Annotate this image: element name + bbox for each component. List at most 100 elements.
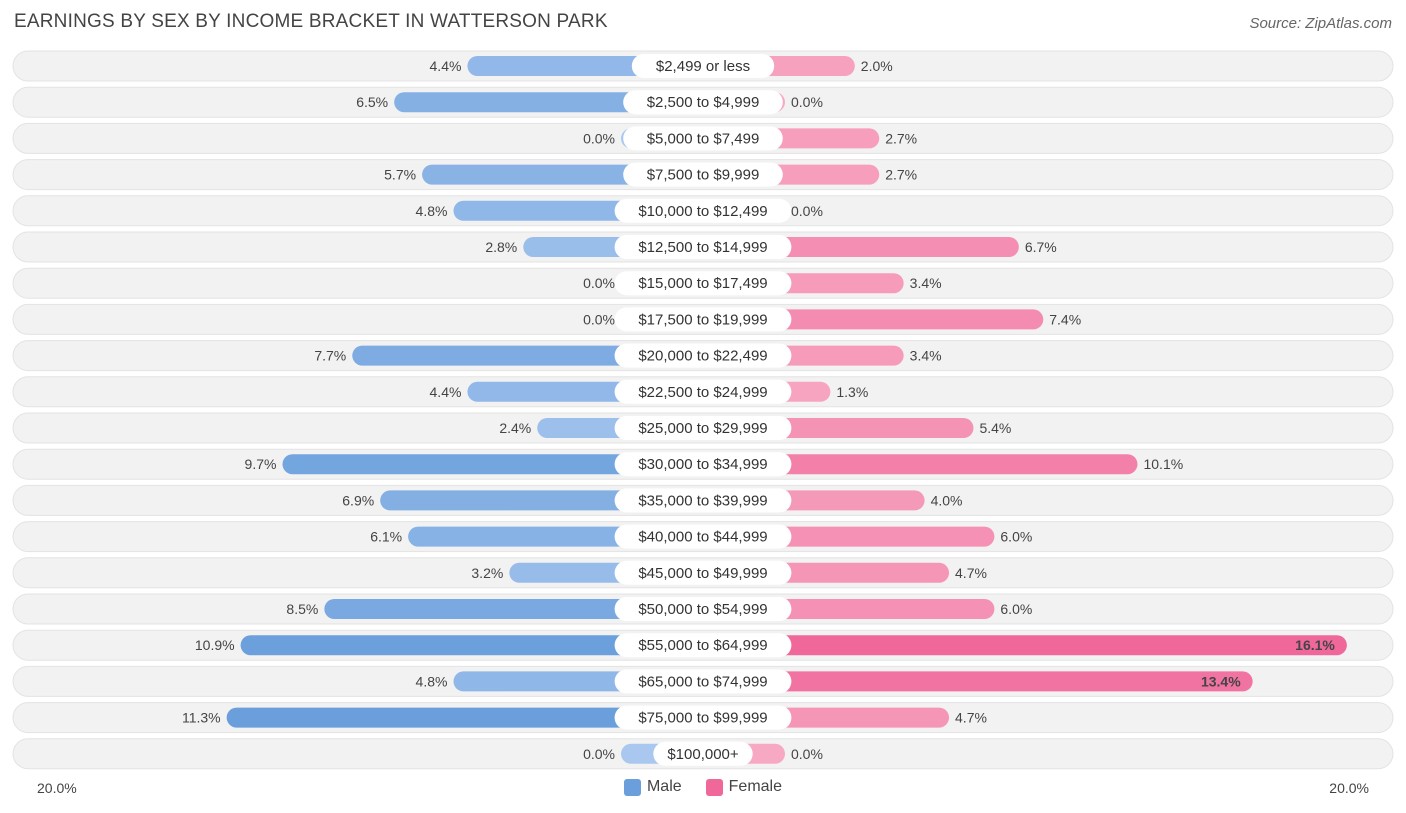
value-label-male: 0.0% [583, 275, 615, 291]
category-label: $35,000 to $39,999 [638, 492, 767, 509]
value-label-male: 3.2% [471, 565, 503, 581]
legend-label-female: Female [728, 778, 783, 795]
category-pill [614, 416, 792, 440]
category-label: $40,000 to $44,999 [638, 529, 767, 546]
bar-female[interactable] [703, 454, 1138, 475]
legend-swatch-female [705, 778, 723, 796]
bar-female[interactable] [703, 635, 1347, 656]
value-label-female: 1.3% [836, 384, 868, 400]
legend: Male Female [0, 778, 1406, 796]
category-label: $55,000 to $64,999 [638, 637, 767, 654]
legend-item-male[interactable]: Male [623, 778, 682, 796]
category-label: $2,499 or less [656, 58, 750, 75]
legend-label-male: Male [646, 778, 682, 795]
value-label-male: 6.5% [356, 94, 388, 110]
category-pill [631, 54, 775, 78]
category-label: $15,000 to $17,499 [638, 275, 767, 292]
value-label-female: 6.0% [1000, 529, 1032, 545]
value-label-female: 6.0% [1000, 601, 1032, 617]
axis-min-label: 20.0% [37, 780, 77, 796]
value-label-male: 0.0% [583, 746, 615, 762]
value-label-female: 0.0% [791, 203, 823, 219]
category-pill [614, 488, 792, 513]
category-pill [614, 198, 792, 223]
category-pill [614, 669, 792, 694]
value-label-male: 11.3% [182, 710, 221, 726]
value-label-female: 6.7% [1025, 239, 1057, 255]
value-label-female: 16.1% [1295, 637, 1335, 653]
value-label-male: 4.8% [416, 203, 448, 219]
category-pill [614, 307, 792, 332]
value-label-female: 2.7% [885, 130, 917, 146]
bar-male[interactable] [226, 707, 703, 728]
category-pill [614, 235, 792, 259]
category-pill [623, 126, 783, 151]
category-pill [614, 452, 792, 477]
category-label: $45,000 to $49,999 [638, 565, 767, 582]
value-label-female: 7.4% [1049, 311, 1081, 327]
bar-male[interactable] [282, 454, 703, 475]
category-pill [614, 524, 792, 549]
legend-swatch-male [623, 778, 641, 796]
value-label-female: 5.4% [979, 420, 1011, 436]
source-credit: Source: ZipAtlas.com [1249, 15, 1392, 32]
value-label-female: 2.7% [885, 167, 917, 183]
category-pill [614, 597, 792, 621]
value-label-female: 0.0% [791, 94, 823, 110]
category-label: $50,000 to $54,999 [638, 601, 767, 618]
category-label: $17,500 to $19,999 [638, 311, 767, 328]
value-label-male: 8.5% [286, 601, 318, 617]
value-label-male: 7.7% [314, 348, 346, 364]
category-label: $25,000 to $29,999 [638, 420, 767, 437]
value-label-male: 6.9% [342, 492, 374, 508]
axis-max-label: 20.0% [1329, 780, 1369, 796]
bar-male[interactable] [240, 635, 703, 656]
value-label-female: 3.4% [910, 275, 942, 291]
value-label-male: 9.7% [245, 456, 277, 472]
value-label-male: 4.8% [416, 673, 448, 689]
value-label-male: 2.4% [499, 420, 531, 436]
value-label-male: 4.4% [430, 384, 462, 400]
category-label: $30,000 to $34,999 [638, 456, 767, 473]
bar-male[interactable] [352, 345, 703, 366]
value-label-male: 4.4% [430, 58, 462, 74]
legend-item-female[interactable]: Female [705, 778, 783, 796]
category-pill [614, 343, 792, 368]
category-pill [623, 90, 783, 115]
category-pill [614, 271, 792, 296]
value-label-female: 3.4% [910, 348, 942, 364]
category-pill [614, 705, 792, 730]
category-label: $2,500 to $4,999 [647, 94, 760, 111]
category-label: $65,000 to $74,999 [638, 673, 767, 690]
value-label-female: 13.4% [1201, 673, 1241, 689]
value-label-male: 6.1% [370, 529, 402, 545]
category-label: $22,500 to $24,999 [638, 384, 767, 401]
value-label-female: 10.1% [1143, 456, 1183, 472]
bar-female[interactable] [703, 671, 1253, 692]
bar-male[interactable] [324, 599, 703, 619]
category-pill [614, 633, 792, 658]
category-label: $7,500 to $9,999 [647, 167, 760, 184]
category-pill [614, 379, 792, 404]
value-label-female: 4.7% [955, 710, 987, 726]
category-label: $75,000 to $99,999 [638, 710, 767, 727]
category-pill [623, 162, 783, 187]
value-label-male: 2.8% [485, 239, 517, 255]
category-label: $100,000+ [667, 746, 739, 763]
value-label-female: 0.0% [791, 746, 823, 762]
value-label-female: 4.0% [931, 492, 963, 508]
value-label-female: 4.7% [955, 565, 987, 581]
category-pill [653, 741, 753, 766]
value-label-male: 0.0% [583, 311, 615, 327]
value-label-male: 0.0% [583, 130, 615, 146]
chart-title: EARNINGS BY SEX BY INCOME BRACKET IN WAT… [14, 11, 608, 32]
category-label: $5,000 to $7,499 [647, 130, 760, 147]
category-pill [614, 560, 792, 585]
category-label: $12,500 to $14,999 [638, 239, 767, 256]
category-label: $10,000 to $12,499 [638, 203, 767, 220]
value-label-male: 10.9% [195, 637, 235, 653]
value-label-female: 2.0% [861, 58, 893, 74]
value-label-male: 5.7% [384, 167, 416, 183]
category-label: $20,000 to $22,499 [638, 348, 767, 365]
